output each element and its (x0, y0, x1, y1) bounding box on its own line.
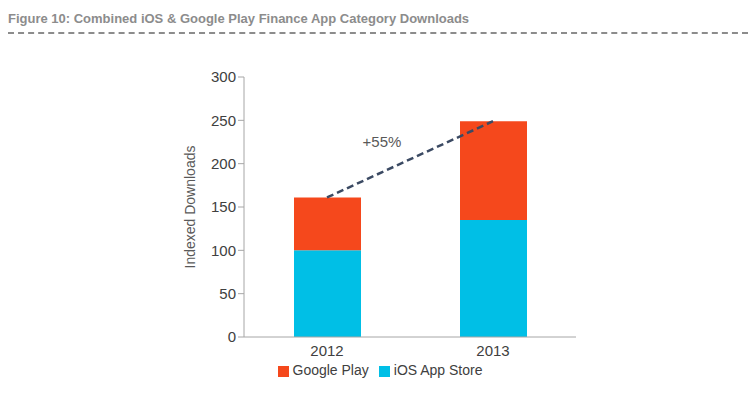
svg-text:150: 150 (211, 198, 236, 215)
html-text:Google Play: Google Play (292, 362, 369, 378)
svg-text:50: 50 (219, 285, 236, 302)
html-text:iOS App Store: iOS App Store (393, 362, 483, 378)
svg-text:300: 300 (211, 68, 236, 85)
svg-text:2012: 2012 (310, 342, 343, 359)
svg-text:100: 100 (211, 242, 236, 259)
svg-text:200: 200 (211, 155, 236, 172)
svg-text:2013: 2013 (476, 342, 509, 359)
svg-text:0: 0 (228, 328, 236, 345)
html-text:Figure 10: Combined iOS & Goog: Figure 10: Combined iOS & Google Play Fi… (8, 11, 470, 26)
svg-text:250: 250 (211, 112, 236, 129)
svg-text:+55%: +55% (363, 133, 402, 150)
svg-text:Indexed Downloads: Indexed Downloads (182, 146, 198, 269)
